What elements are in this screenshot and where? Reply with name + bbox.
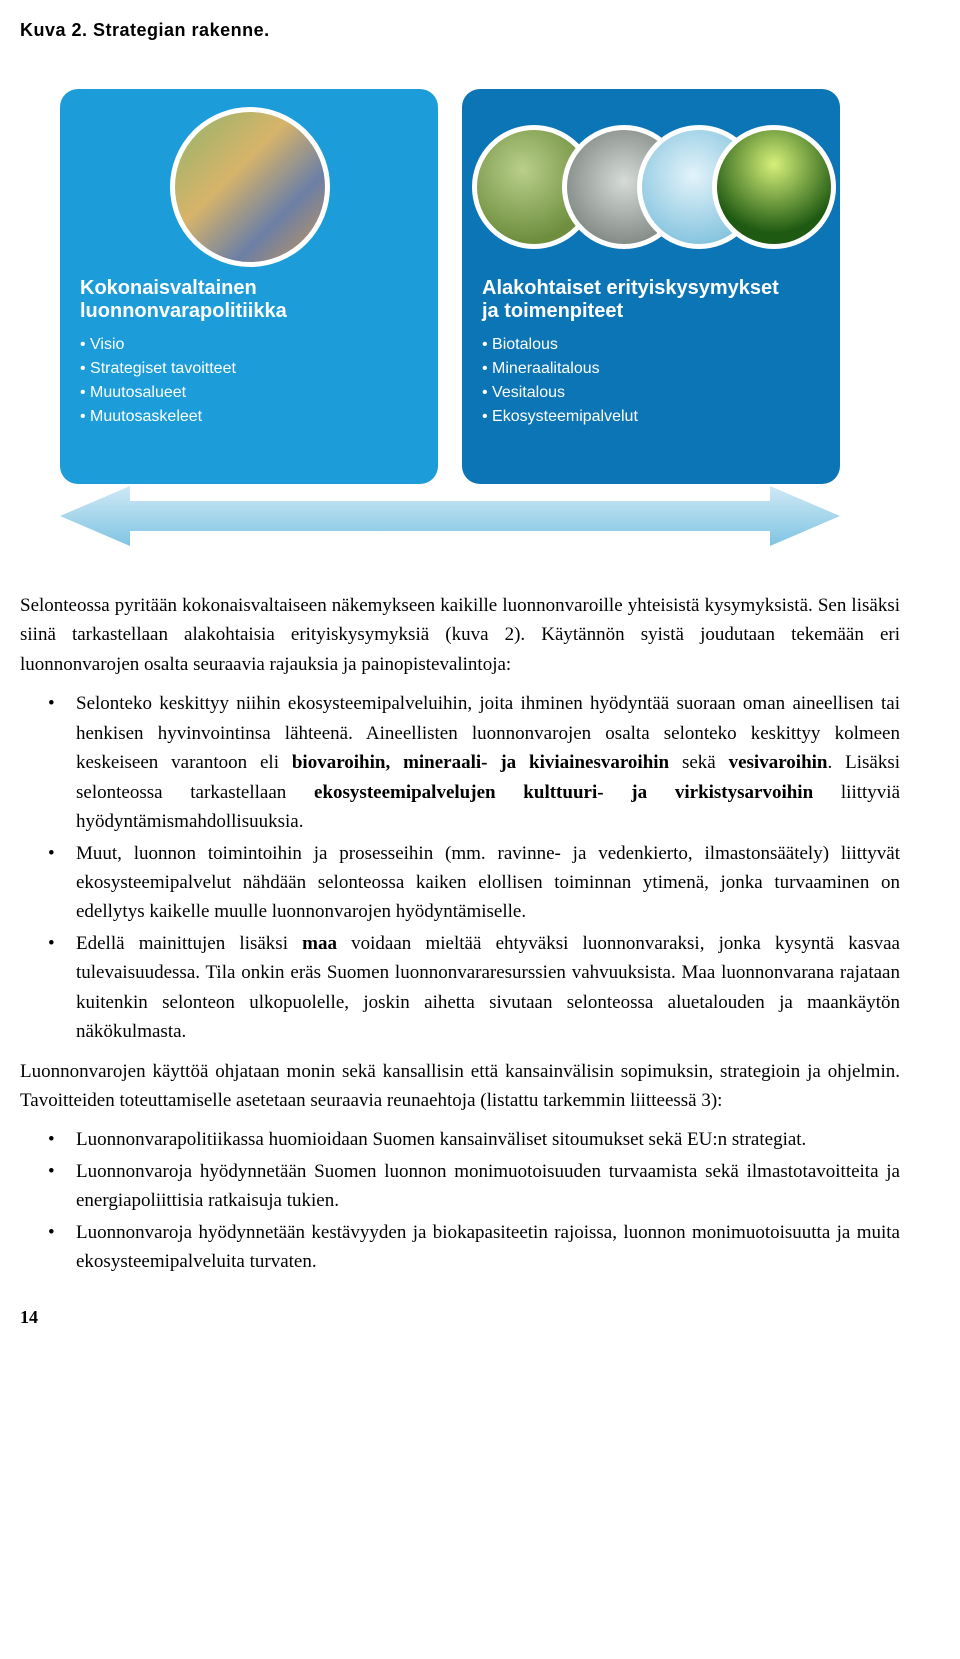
bold-text: maa: [302, 933, 337, 954]
conditions-list: Luonnonvarapolitiikassa huomioidaan Suom…: [20, 1125, 900, 1276]
scope-list: Selonteko keskittyy niihin ekosysteemipa…: [20, 689, 900, 1046]
panel-left-item: Muutosalueet: [80, 381, 418, 405]
scope-item-2: Muut, luonnon toimintoihin ja prosesseih…: [20, 839, 900, 927]
panel-right-item: Biotalous: [482, 333, 820, 357]
panel-left-item: Strategiset tavoitteet: [80, 357, 418, 381]
scope-item-1: Selonteko keskittyy niihin ekosysteemipa…: [20, 689, 900, 836]
condition-item: Luonnonvaroja hyödynnetään Suomen luonno…: [20, 1157, 900, 1216]
figure-caption: Kuva 2. Strategian rakenne.: [20, 20, 900, 41]
panel-left-title: Kokonaisvaltainen luonnonvarapolitiikka: [80, 277, 418, 323]
double-arrow: [60, 481, 840, 551]
panel-right-item: Vesitalous: [482, 381, 820, 405]
panel-right-item: Ekosysteemipalvelut: [482, 405, 820, 429]
panel-left-title-l2: luonnonvarapolitiikka: [80, 300, 287, 322]
panel-kokonaisvaltainen: Kokonaisvaltainen luonnonvarapolitiikka …: [60, 89, 438, 484]
text-run: Edellä mainittujen lisäksi: [76, 933, 302, 954]
scope-item-3: Edellä mainittujen lisäksi maa voidaan m…: [20, 929, 900, 1047]
page-number: 14: [20, 1307, 900, 1328]
ekosysteemipalvelut-icon: [712, 125, 836, 249]
strategy-infographic: Kokonaisvaltainen luonnonvarapolitiikka …: [60, 59, 840, 551]
condition-item: Luonnonvaroja hyödynnetään kestävyyden j…: [20, 1218, 900, 1277]
panel-left-illustration: [80, 107, 418, 267]
panel-right-list: Biotalous Mineraalitalous Vesitalous Eko…: [482, 333, 820, 429]
panel-right-illustration: [482, 107, 820, 267]
panel-right-title-l1: Alakohtaiset erityiskysymykset: [482, 277, 779, 299]
bold-text: vesivaroihin: [729, 752, 828, 773]
panel-left-item: Muutosaskeleet: [80, 405, 418, 429]
bold-text: ekosysteemipalvelujen kulttuuri- ja virk…: [314, 782, 813, 803]
people-meeting-icon: [170, 107, 330, 267]
panel-alakohtaiset: Alakohtaiset erityiskysymykset ja toimen…: [462, 89, 840, 484]
panel-right-title-l2: ja toimenpiteet: [482, 300, 623, 322]
panel-left-title-l1: Kokonaisvaltainen: [80, 277, 257, 299]
mid-paragraph: Luonnonvarojen käyttöä ohjataan monin se…: [20, 1057, 900, 1116]
intro-paragraph: Selonteossa pyritään kokonaisvaltaiseen …: [20, 591, 900, 679]
panel-left-item: Visio: [80, 333, 418, 357]
panel-right-item: Mineraalitalous: [482, 357, 820, 381]
panel-right-title: Alakohtaiset erityiskysymykset ja toimen…: [482, 277, 820, 323]
panel-left-list: Visio Strategiset tavoitteet Muutosaluee…: [80, 333, 418, 429]
condition-item: Luonnonvarapolitiikassa huomioidaan Suom…: [20, 1125, 900, 1154]
bold-text: biovaroihin, mineraali- ja kiviainesvaro…: [292, 752, 669, 773]
text-run: sekä: [669, 752, 728, 773]
